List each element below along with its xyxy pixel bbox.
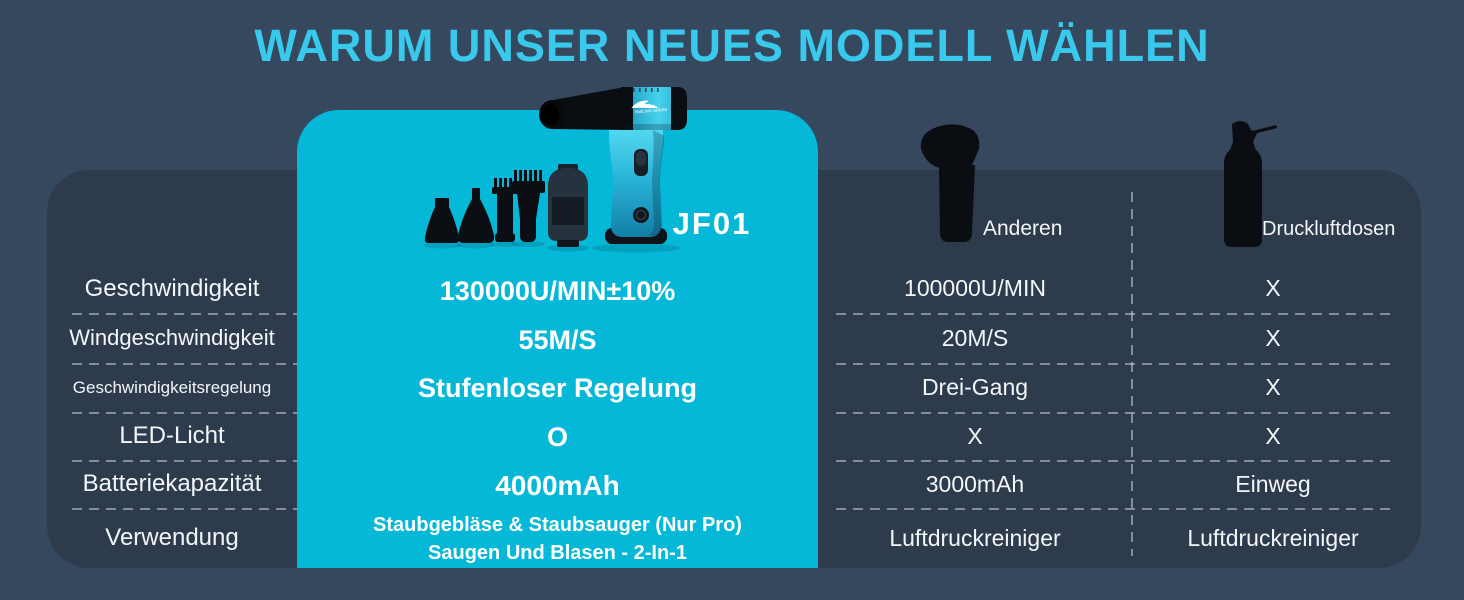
cans-value: X [1265,275,1281,302]
cans-value: Luftdruckreiniger [1187,524,1359,551]
cans-value: X [1265,324,1281,351]
anderen-value: X [967,422,983,449]
jf01-value: O [546,421,568,452]
feature-label-panel [47,170,297,568]
row-divider [836,508,1394,510]
brand-logo-text: SMILING SHARK [635,107,668,114]
row-divider [72,508,297,510]
column-divider [1131,192,1133,556]
jf01-value: 130000U/MIN±10% [439,276,676,307]
row-divider [836,460,1394,462]
led-button [633,207,649,223]
air-duster-device: SMILING SHARK [539,87,687,244]
row-label: Geschwindigkeit [84,274,260,302]
row-divider [836,412,1394,414]
cone-nozzle-icon [424,198,460,243]
wide-brush-icon [512,170,545,242]
cans-value: X [1265,422,1281,449]
cans-value: Einweg [1235,470,1311,497]
air-duster-silhouette-icon [920,124,980,242]
column-header-anderen: Anderen [983,217,1063,240]
row-label: Geschwindigkeitsregelung [72,377,272,397]
anderen-value: Luftdruckreiniger [889,524,1061,551]
small-brush-icon [492,178,519,242]
jf01-usage-line2: Saugen Und Blasen - 2-In-1 [428,542,687,564]
anderen-value: Drei-Gang [921,374,1029,401]
row-divider [836,313,1394,315]
dust-canister-icon [548,164,588,247]
row-divider [836,363,1394,365]
jf01-value: Staubgebläse & Staubsauger (Nur Pro) Sau… [297,511,818,568]
spray-can-icon [1224,121,1277,247]
slim-nozzle-icon [457,188,495,243]
jf01-value: 55M/S [518,324,597,355]
page-title: WARUM UNSER NEUES MODELL WÄHLEN [254,20,1210,71]
anderen-value: 100000U/MIN [904,275,1046,302]
jf01-value: Stufenloser Regelung [417,373,698,404]
product-image: SMILING SHARK [423,87,687,253]
row-label: Batteriekapazität [82,470,262,498]
cans-value: X [1265,374,1281,401]
model-name-label: JF01 [672,206,752,241]
row-label: Windgeschwindigkeit [69,325,275,351]
row-divider [72,412,297,414]
column-header-druckluftdosen: Druckluftdosen [1262,217,1396,240]
jf01-usage-line1: Staubgebläse & Staubsauger (Nur Pro) [373,514,742,536]
row-label: LED-Licht [119,422,225,450]
row-divider [72,363,297,365]
anderen-value: 20M/S [941,324,1009,351]
row-label: Verwendung [105,524,239,552]
anderen-value: 3000mAh [925,470,1025,497]
brand-logo: SMILING SHARK [631,100,668,114]
competitor-panel [818,170,1421,568]
row-divider [72,313,297,315]
row-divider [72,460,297,462]
jf01-value: 4000mAh [495,470,620,502]
